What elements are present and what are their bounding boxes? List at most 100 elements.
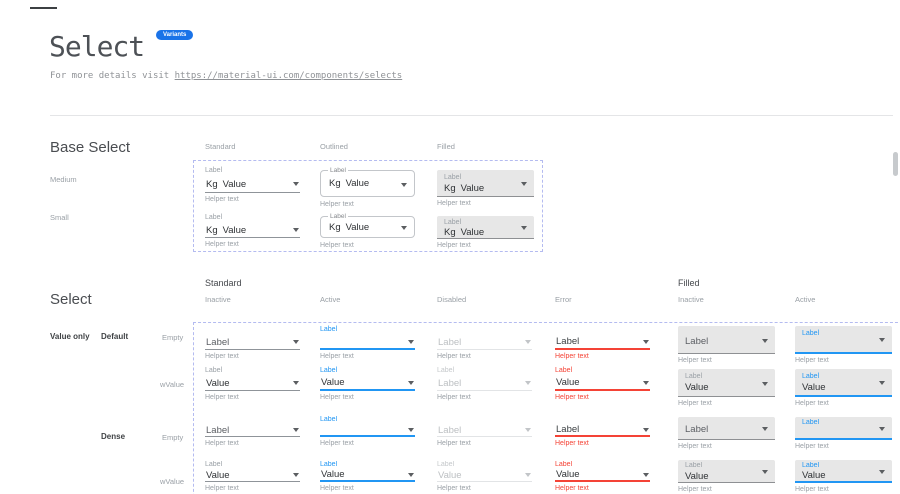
dropdown-arrow-icon <box>521 226 527 230</box>
dropdown-arrow-icon <box>293 340 299 344</box>
select-value-group: Label <box>556 424 579 435</box>
helper-text: Helper text <box>437 485 471 492</box>
select-standard-error-empty-dense: Label Helper text <box>555 416 650 448</box>
floating-label: Label <box>444 219 462 226</box>
select-control[interactable]: Label <box>555 336 650 350</box>
select-value: Value <box>685 471 709 482</box>
select-value-group: Value <box>321 377 345 388</box>
floating-label <box>205 325 300 336</box>
select-control[interactable]: Kg Value <box>205 224 300 238</box>
floating-label: Label <box>802 419 820 426</box>
select-value: Value <box>438 469 462 481</box>
select-control[interactable]: Label Value <box>795 369 892 397</box>
helper-text: Helper text <box>795 400 829 407</box>
dropdown-arrow-icon <box>879 469 885 474</box>
row-label-medium: Medium <box>50 175 77 184</box>
select-control[interactable]: Label <box>437 336 532 350</box>
select-value-group: Kg Value <box>206 179 246 190</box>
helper-text: Helper text <box>205 485 239 492</box>
helper-text: Helper text <box>320 394 354 401</box>
helper-text: Helper text <box>678 400 712 407</box>
helper-text: Helper text <box>678 357 712 364</box>
select-control[interactable] <box>320 336 415 350</box>
select-value: Value <box>802 470 826 481</box>
select-value: Label <box>206 336 230 348</box>
floating-label: Label <box>205 214 223 221</box>
select-control[interactable]: Value <box>320 469 415 482</box>
category-label: Value only <box>50 332 90 341</box>
select-control[interactable]: Label Kg Value <box>320 213 415 238</box>
select-value-group: Label <box>206 425 229 436</box>
content-label-empty: Empty <box>162 333 184 342</box>
select-value: Value <box>321 377 345 388</box>
select-standard-disabled-empty-dense: Label Helper text <box>437 416 532 448</box>
select-control[interactable]: Label Kg Value <box>320 167 415 197</box>
floating-label: Label <box>437 461 455 468</box>
select-control[interactable]: Value <box>555 377 650 391</box>
floating-label: Label <box>685 373 703 380</box>
floating-label: Label <box>555 367 573 374</box>
select-filled-active-empty: Label Helper text <box>795 326 892 365</box>
select-value: Value <box>556 469 580 480</box>
select-control[interactable]: Value <box>205 377 300 391</box>
select-control[interactable]: Label <box>555 424 650 437</box>
select-value: Label <box>438 336 462 348</box>
select-standard-disabled-wvalue-dense: Label Value Helper text <box>437 461 532 493</box>
adornment-text: Kg <box>444 183 456 194</box>
helper-text: Helper text <box>320 440 354 447</box>
select-control[interactable]: Label <box>795 326 892 354</box>
select-control[interactable]: Label Value <box>678 460 775 483</box>
select-standard-active-empty: Label Helper text <box>320 325 415 361</box>
select-control[interactable] <box>320 425 415 437</box>
floating-label: Label <box>555 461 573 468</box>
select-standard-error-wvalue: Label Value Helper text <box>555 366 650 402</box>
adornment-text: Kg <box>206 178 218 190</box>
dropdown-arrow-icon <box>293 182 299 186</box>
helper-text: Helper text <box>320 353 354 360</box>
select-control[interactable]: Label <box>795 417 892 440</box>
base-select-standard-medium: Label Kg Value Helper text <box>205 166 300 204</box>
select-control[interactable]: Label <box>205 336 300 350</box>
select-control[interactable]: Label Kg Value <box>437 170 534 197</box>
select-value-group: Label <box>556 336 579 347</box>
select-filled-active-wvalue: Label Value Helper text <box>795 369 892 408</box>
select-standard-inactive-empty-dense: Label Helper text <box>205 416 300 448</box>
select-control[interactable]: Value <box>205 470 300 482</box>
select-value-group: Value <box>802 470 885 481</box>
dropdown-arrow-icon <box>408 427 414 432</box>
select-control[interactable]: Label <box>437 425 532 437</box>
content-label-empty-dense: Empty <box>162 433 184 442</box>
select-control[interactable]: Label Value <box>678 369 775 397</box>
helper-text: Helper text <box>795 443 829 450</box>
dropdown-arrow-icon <box>762 427 768 431</box>
scrollbar-thumb[interactable] <box>893 152 898 176</box>
select-control[interactable]: Label <box>678 326 775 354</box>
floating-label: Label <box>437 367 455 374</box>
select-value: Value <box>460 227 485 238</box>
adornment-text: Kg <box>206 224 218 236</box>
docs-link[interactable]: https://material-ui.com/components/selec… <box>174 71 403 81</box>
select-standard-inactive-wvalue: Label Value Helper text <box>205 366 300 402</box>
select-control[interactable]: Label <box>678 417 775 440</box>
select-control[interactable]: Value <box>437 470 532 482</box>
group-header-standard: Standard <box>205 278 242 288</box>
variants-badge: Variants <box>156 30 194 40</box>
select-standard-error-empty: Label Helper text <box>555 325 650 361</box>
select-value-group: Kg Value <box>444 227 527 238</box>
select-value: Value <box>460 183 485 194</box>
dropdown-arrow-icon <box>521 182 527 186</box>
select-control[interactable]: Label Kg Value <box>437 216 534 239</box>
select-control[interactable]: Kg Value <box>205 177 300 193</box>
select-control[interactable]: Label <box>205 425 300 437</box>
select-control[interactable]: Label <box>437 377 532 391</box>
select-value-group: Value <box>802 382 885 393</box>
dropdown-arrow-icon <box>762 381 768 386</box>
floating-label: Label <box>320 461 338 468</box>
select-control[interactable]: Value <box>555 469 650 482</box>
select-control[interactable]: Label Value <box>795 460 892 483</box>
dropdown-arrow-icon <box>293 381 299 385</box>
select-value: Value <box>321 469 345 480</box>
select-filled-inactive-wvalue: Label Value Helper text <box>678 369 775 408</box>
select-control[interactable]: Value <box>320 377 415 391</box>
